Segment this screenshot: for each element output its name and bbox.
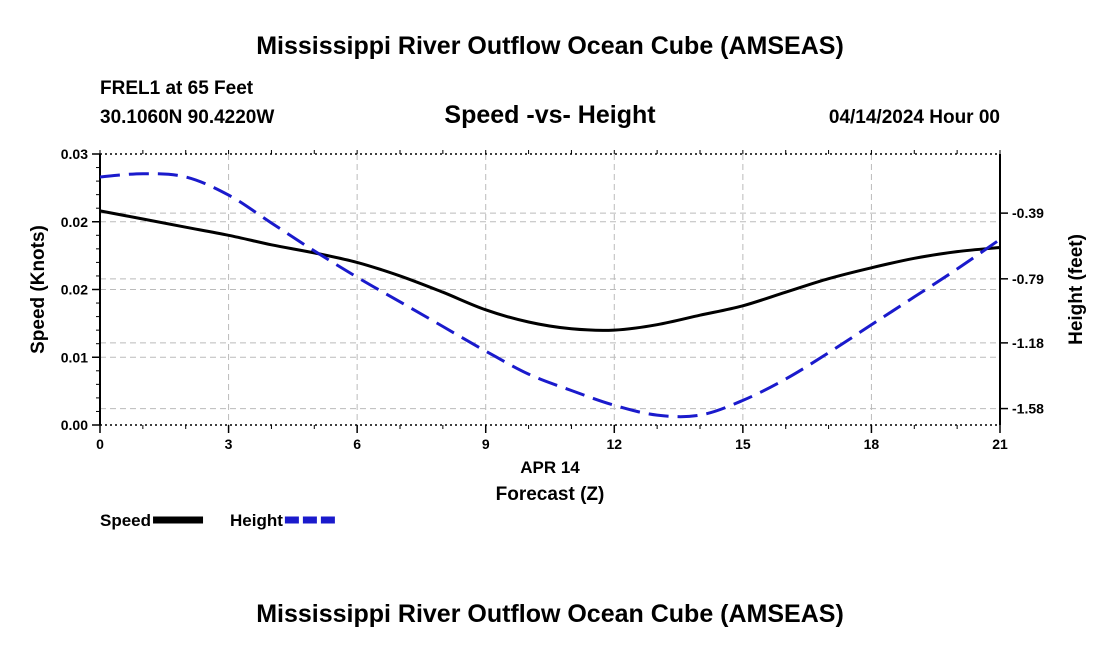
date-label: 04/14/2024 Hour 00 bbox=[828, 107, 1000, 128]
series-line-height bbox=[99, 172, 1001, 419]
right-axis-title: Height (feet) bbox=[1066, 234, 1087, 345]
legend-label-speed: Speed bbox=[100, 511, 151, 530]
chart-title: Speed -vs- Height bbox=[444, 101, 656, 129]
right-tick-label: -1.58 bbox=[1012, 401, 1044, 417]
x-tick-label: 9 bbox=[482, 436, 490, 452]
left-tick-label: 0.03 bbox=[61, 146, 88, 162]
coordinates-label: 30.1060N 90.4220W bbox=[100, 107, 275, 128]
right-tick-label: -0.39 bbox=[1012, 205, 1044, 221]
left-tick-label: 0.02 bbox=[61, 282, 88, 298]
x-tick-label: 0 bbox=[96, 436, 104, 452]
legend-label-height: Height bbox=[230, 511, 283, 530]
station-label: FREL1 at 65 Feet bbox=[100, 78, 254, 99]
x-tick-label: 21 bbox=[992, 436, 1008, 452]
x-axis-title: Forecast (Z) bbox=[496, 484, 605, 505]
top-title: Mississippi River Outflow Ocean Cube (AM… bbox=[256, 32, 844, 60]
right-tick-label: -1.18 bbox=[1012, 335, 1044, 351]
left-tick-label: 0.00 bbox=[61, 417, 88, 433]
x-tick-label: 12 bbox=[606, 436, 622, 452]
right-tick-label: -0.79 bbox=[1012, 271, 1044, 287]
x-tick-label: 3 bbox=[225, 436, 233, 452]
series-line-speed bbox=[99, 209, 1001, 332]
x-tick-label: 15 bbox=[735, 436, 751, 452]
x-tick-label: 18 bbox=[864, 436, 880, 452]
left-tick-label: 0.01 bbox=[61, 349, 88, 365]
left-tick-label: 0.02 bbox=[61, 214, 88, 230]
bottom-title: Mississippi River Outflow Ocean Cube (AM… bbox=[256, 600, 844, 628]
left-axis-title: Speed (Knots) bbox=[28, 225, 49, 354]
x-axis-date-label: APR 14 bbox=[520, 458, 580, 477]
x-tick-label: 6 bbox=[353, 436, 361, 452]
